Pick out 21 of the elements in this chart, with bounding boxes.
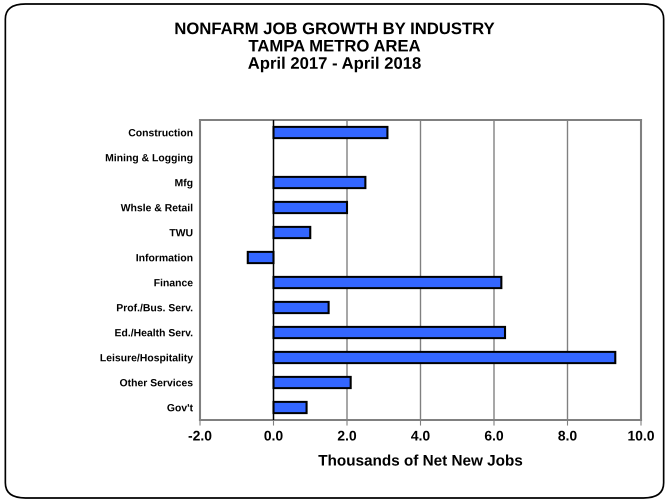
x-tick-label: 0.0: [264, 430, 283, 441]
x-axis-title: Thousands of Net New Jobs: [318, 454, 522, 466]
x-tick-label: 2.0: [338, 430, 356, 441]
y-tick-label: Whsle & Retail: [120, 204, 192, 212]
y-tick-label: Mfg: [175, 178, 192, 188]
y-tick-label: Leisure/Hospitality: [100, 354, 194, 364]
chart-title: NONFARM JOB GROWTH BY INDUSTRY TAMPA METRO AREA April 2017 - April 2018: [175, 22, 494, 72]
x-tick-label: -2.0: [188, 430, 212, 441]
y-tick-label: Other Services: [120, 378, 193, 386]
x-tick-label: 8.0: [558, 430, 577, 441]
y-tick-label: Information: [136, 254, 192, 262]
x-tick-label: 10.0: [628, 430, 654, 441]
y-tick-label: Gov't: [167, 404, 193, 412]
x-tick-label: 6.0: [484, 430, 504, 441]
x-tick-label: 4.0: [411, 430, 430, 441]
y-tick-label: Mining & Logging: [106, 154, 192, 164]
y-tick-label: Prof./Bus. Serv.: [116, 304, 192, 312]
y-tick-label: Construction: [128, 128, 192, 136]
y-tick-label: TWU: [169, 229, 192, 236]
y-tick-label: Ed./Health Serv.: [115, 328, 192, 336]
y-tick-label: Finance: [154, 278, 193, 286]
